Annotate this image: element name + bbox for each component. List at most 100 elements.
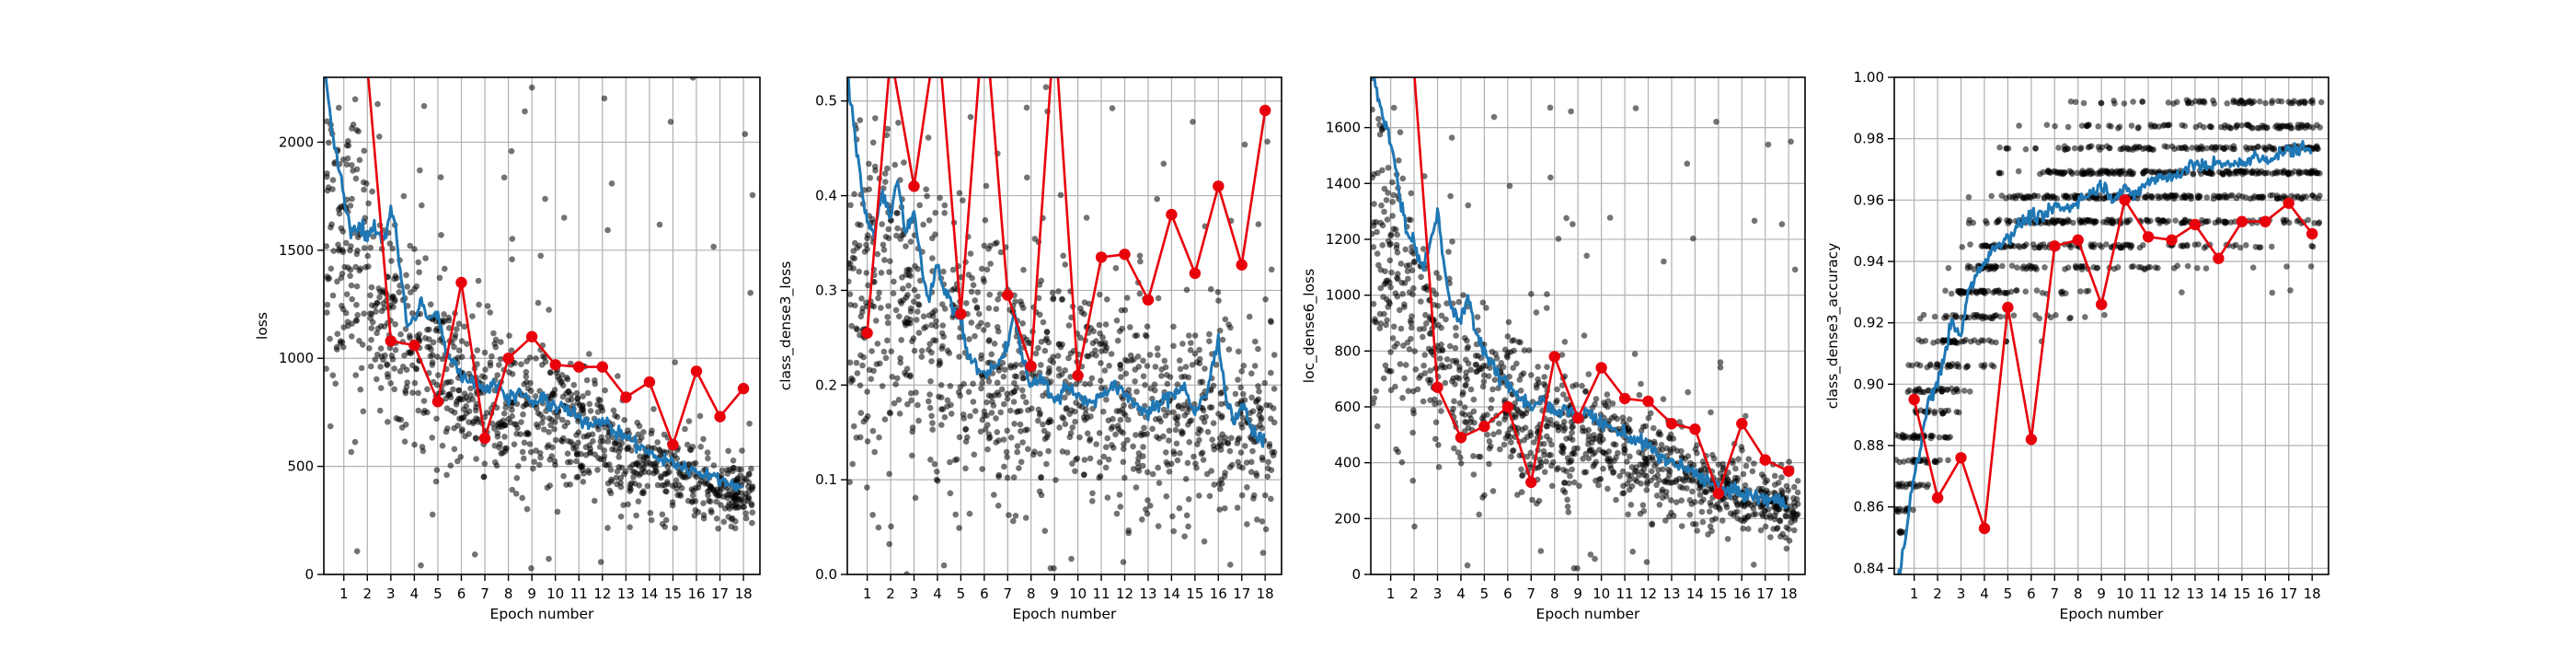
scatter-point — [1082, 299, 1088, 306]
scatter-point — [1418, 274, 1424, 281]
epoch-marker — [1455, 432, 1466, 443]
scatter-point — [1396, 157, 1402, 164]
scatter-point — [1120, 407, 1126, 413]
scatter-point — [1389, 213, 1396, 219]
scatter-point — [1487, 446, 1493, 452]
scatter-point — [1170, 528, 1177, 535]
scatter-point — [502, 446, 509, 452]
scatter-point — [2221, 194, 2227, 201]
scatter-point — [1474, 368, 1480, 375]
scatter-point — [1673, 479, 1679, 485]
scatter-point — [1427, 367, 1433, 374]
scatter-point — [1020, 267, 1027, 273]
scatter-point — [914, 294, 921, 300]
scatter-point — [1202, 539, 1208, 545]
scatter-point — [876, 290, 882, 296]
scatter-point — [1795, 478, 1801, 484]
scatter-point — [434, 467, 441, 473]
scatter-point — [1197, 360, 1203, 366]
scatter-point — [1508, 454, 1514, 460]
scatter-point — [1165, 381, 1171, 388]
scatter-point — [1432, 436, 1439, 443]
scatter-point — [640, 429, 647, 435]
scatter-point — [537, 253, 544, 260]
scatter-point — [940, 333, 947, 340]
scatter-point — [1374, 250, 1381, 257]
scatter-point — [476, 302, 482, 308]
scatter-point — [1569, 430, 1575, 436]
scatter-point — [875, 251, 881, 258]
scatter-point — [738, 496, 744, 503]
scatter-point — [409, 389, 416, 396]
scatter-point — [1235, 377, 1241, 383]
scatter-point — [1917, 316, 1924, 322]
scatter-point — [1897, 529, 1903, 536]
scatter-point — [963, 426, 970, 433]
scatter-point — [1102, 348, 1109, 354]
scatter-point — [2299, 169, 2306, 176]
scatter-point — [2129, 264, 2135, 271]
scatter-point — [705, 493, 711, 499]
scatter-point — [1463, 382, 1469, 388]
epoch-marker — [1642, 396, 1653, 407]
scatter-point — [872, 164, 879, 170]
scatter-point — [408, 351, 414, 357]
scatter-point — [2210, 171, 2216, 178]
scatter-point — [1409, 430, 1416, 436]
scatter-point — [1192, 460, 1199, 467]
x-tick-label: 1 — [1386, 585, 1396, 602]
x-axis-label: Epoch number — [1536, 606, 1641, 622]
scatter-point — [552, 458, 558, 465]
scatter-point — [1149, 426, 1156, 433]
scatter-point — [1060, 448, 1066, 455]
scatter-point — [1035, 418, 1041, 424]
scatter-point — [672, 359, 678, 365]
scatter-point — [857, 353, 864, 359]
scatter-point — [1942, 288, 1949, 295]
scatter-point — [891, 400, 898, 407]
epoch-marker — [979, 1, 990, 12]
scatter-point — [1219, 413, 1225, 420]
scatter-point — [2152, 122, 2158, 129]
scatter-point — [2064, 193, 2070, 200]
scatter-point — [1073, 381, 1079, 388]
scatter-point — [1528, 372, 1535, 378]
scatter-point — [1024, 175, 1030, 181]
scatter-point — [1561, 419, 1568, 425]
scatter-point — [1932, 314, 1938, 320]
scatter-point — [1068, 556, 1075, 562]
scatter-point — [1042, 527, 1049, 534]
plot-area — [1892, 97, 2325, 593]
epoch-marker — [1666, 418, 1677, 429]
scatter-point — [1102, 367, 1109, 374]
scatter-point — [1449, 378, 1455, 385]
scatter-point — [637, 454, 643, 460]
scatter-point — [2272, 123, 2279, 130]
scatter-point — [1144, 469, 1151, 476]
scatter-point — [362, 264, 369, 271]
scatter-point — [1521, 437, 1527, 444]
scatter-point — [1244, 521, 1250, 527]
scatter-point — [707, 487, 713, 493]
scatter-point — [565, 420, 571, 426]
scatter-point — [2041, 264, 2048, 271]
scatter-point — [2048, 315, 2054, 321]
scatter-point — [592, 498, 598, 504]
scatter-point — [1011, 380, 1018, 387]
scatter-point — [876, 525, 882, 531]
scatter-point — [2059, 169, 2065, 176]
scatter-point — [1457, 400, 1464, 407]
scatter-point — [440, 443, 446, 449]
scatter-point — [2062, 146, 2068, 153]
epoch-marker — [620, 391, 631, 402]
scatter-point — [1257, 408, 1263, 414]
x-tick-label: 8 — [1550, 585, 1559, 602]
scatter-point — [1643, 460, 1650, 467]
scatter-point — [852, 303, 858, 309]
scatter-point — [349, 283, 355, 289]
scatter-point — [426, 336, 432, 342]
scatter-point — [1611, 469, 1617, 476]
scatter-point — [1656, 431, 1662, 437]
scatter-point — [1544, 305, 1550, 311]
scatter-point — [1709, 452, 1716, 458]
